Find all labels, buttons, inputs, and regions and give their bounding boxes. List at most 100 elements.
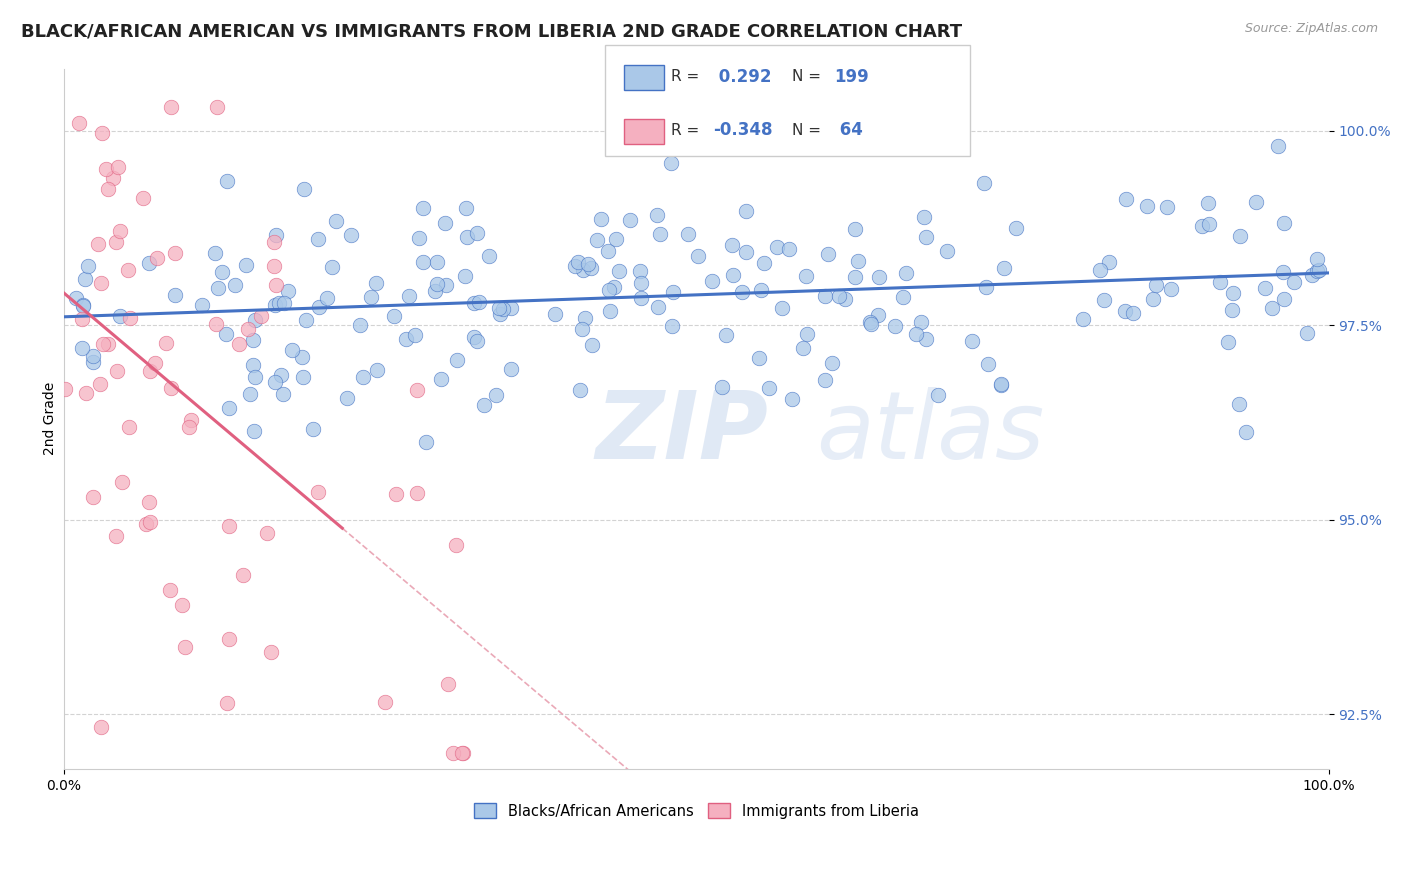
Point <box>814 374 837 388</box>
Point <box>53 382 76 396</box>
Point <box>242 333 264 347</box>
Point <box>1253 281 1275 295</box>
Point <box>159 582 181 597</box>
Point <box>107 160 129 174</box>
Point <box>163 287 186 301</box>
Point <box>585 234 607 248</box>
Legend: Blacks/African Americans, Immigrants from Liberia: Blacks/African Americans, Immigrants fro… <box>468 797 924 825</box>
Point <box>451 747 474 761</box>
Point <box>974 279 997 293</box>
Point <box>218 401 240 416</box>
Point <box>844 269 866 284</box>
Point <box>564 260 586 274</box>
Point <box>70 311 93 326</box>
Point <box>243 369 266 384</box>
Point <box>441 747 464 761</box>
Point <box>108 309 131 323</box>
Point <box>936 244 959 258</box>
Point <box>721 238 744 252</box>
Point <box>263 260 285 274</box>
Point <box>260 645 283 659</box>
Point <box>599 303 621 318</box>
Point <box>576 257 599 271</box>
Point <box>97 182 120 196</box>
Point <box>1092 293 1115 307</box>
Point <box>77 259 100 273</box>
Point <box>408 231 430 245</box>
Point <box>828 102 851 116</box>
Y-axis label: 2nd Grade: 2nd Grade <box>44 382 58 455</box>
Point <box>628 263 651 277</box>
Point <box>884 319 907 334</box>
Point <box>173 640 195 655</box>
Point <box>270 368 292 382</box>
Point <box>292 370 315 384</box>
Point <box>217 697 239 711</box>
Point <box>1222 286 1244 301</box>
Point <box>1191 219 1213 233</box>
Point <box>1261 301 1284 316</box>
Point <box>398 289 420 303</box>
Point <box>243 424 266 438</box>
Point <box>463 295 485 310</box>
Point <box>993 260 1015 275</box>
Point <box>118 310 141 325</box>
Point <box>273 296 295 310</box>
Point <box>472 398 495 412</box>
Point <box>910 315 932 329</box>
Point <box>817 247 839 261</box>
Point <box>976 357 998 371</box>
Point <box>488 301 510 315</box>
Point <box>159 381 181 395</box>
Point <box>598 283 620 297</box>
Point <box>571 322 593 336</box>
Point <box>915 332 938 346</box>
Point <box>236 322 259 336</box>
Point <box>406 485 429 500</box>
Point <box>117 262 139 277</box>
Point <box>1088 262 1111 277</box>
Point <box>702 274 724 288</box>
Point <box>165 246 187 260</box>
Point <box>779 242 801 256</box>
Point <box>1296 326 1319 341</box>
Point <box>118 420 141 434</box>
Point <box>1272 293 1295 307</box>
Point <box>105 364 128 378</box>
Point <box>828 289 851 303</box>
Point <box>630 292 652 306</box>
Point <box>105 235 128 249</box>
Point <box>360 290 382 304</box>
Point <box>404 328 426 343</box>
Point <box>821 356 844 370</box>
Point <box>659 156 682 170</box>
Point <box>1234 425 1257 440</box>
Point <box>990 378 1012 392</box>
Point <box>630 277 652 291</box>
Text: BLACK/AFRICAN AMERICAN VS IMMIGRANTS FROM LIBERIA 2ND GRADE CORRELATION CHART: BLACK/AFRICAN AMERICAN VS IMMIGRANTS FRO… <box>21 22 962 40</box>
Point <box>579 260 602 275</box>
Point <box>478 249 501 263</box>
Point <box>263 235 285 249</box>
Text: R =: R = <box>671 123 699 137</box>
Point <box>766 240 789 254</box>
Point <box>1308 263 1330 277</box>
Point <box>211 265 233 279</box>
Point <box>256 525 278 540</box>
Point <box>569 383 592 397</box>
Point <box>1144 278 1167 293</box>
Point <box>105 529 128 543</box>
Point <box>269 296 291 310</box>
Point <box>927 388 949 402</box>
Point <box>499 362 522 376</box>
Point <box>406 383 429 397</box>
Point <box>735 204 758 219</box>
Point <box>94 161 117 176</box>
Point <box>1198 217 1220 231</box>
Point <box>87 236 110 251</box>
Point <box>340 227 363 242</box>
Point <box>91 127 114 141</box>
Point <box>721 268 744 282</box>
Point <box>891 290 914 304</box>
Point <box>271 387 294 401</box>
